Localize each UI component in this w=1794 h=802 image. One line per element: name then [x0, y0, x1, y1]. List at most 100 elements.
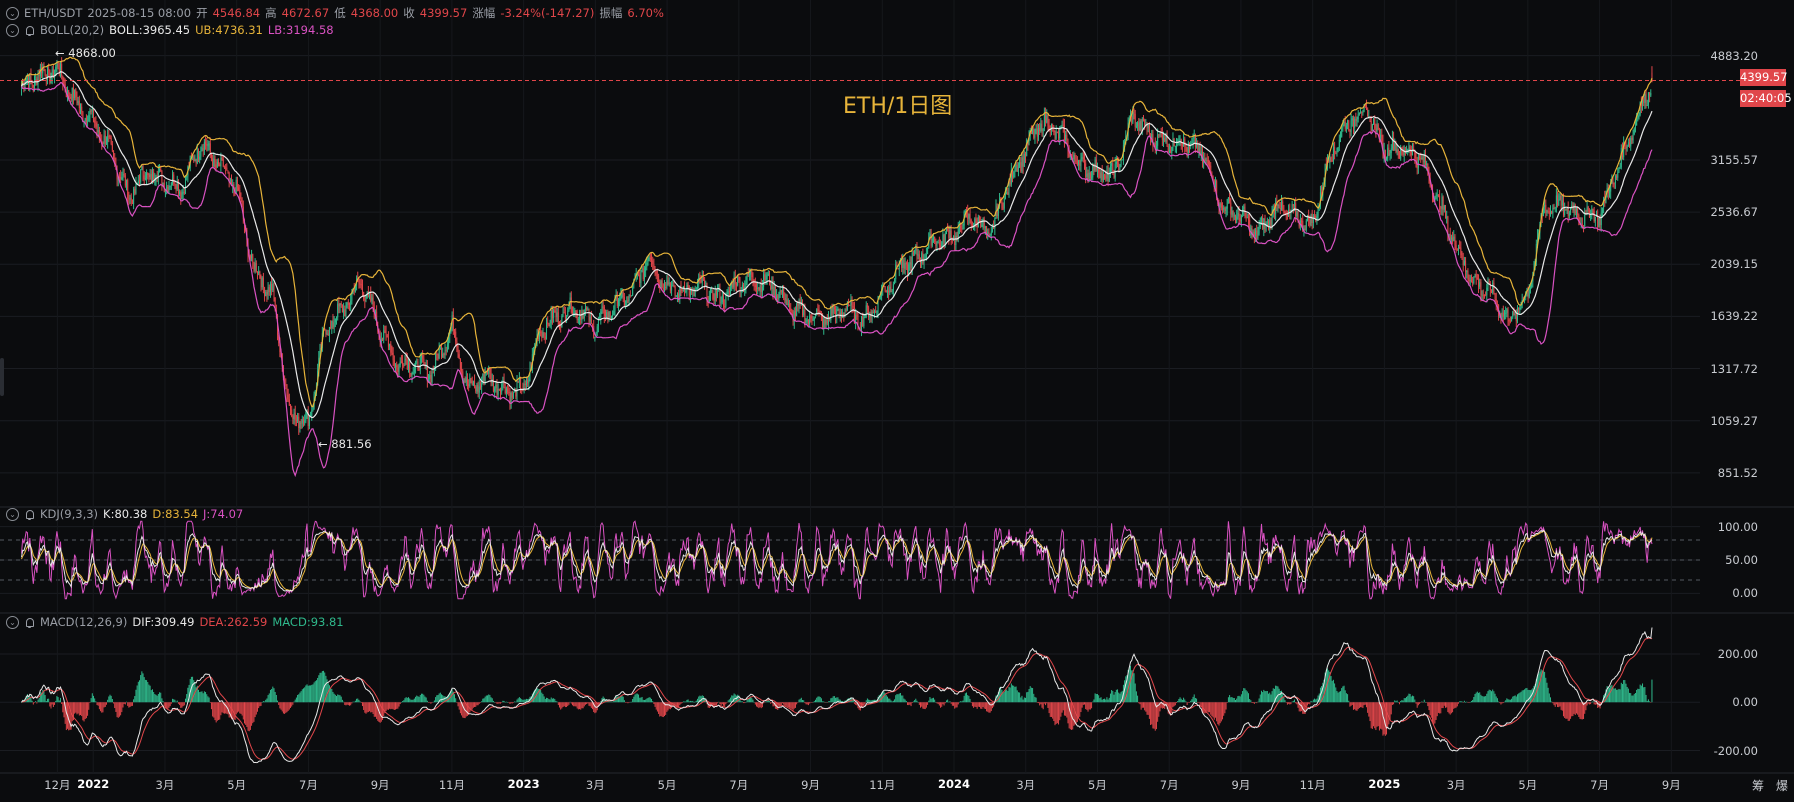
macd-hist-bar [785, 702, 787, 706]
candle-body [1068, 151, 1070, 157]
candle-body [1035, 128, 1037, 134]
macd-hist-bar [1037, 702, 1039, 704]
macd-hist-bar [1593, 702, 1595, 705]
candle-body [772, 280, 774, 296]
macd-hist-bar [314, 681, 316, 703]
macd-hist-bar [759, 702, 761, 708]
macd-hist-bar [36, 702, 38, 704]
macd-hist-bar [1006, 689, 1008, 703]
macd-hist-bar [1273, 688, 1275, 703]
macd-hist-bar [653, 702, 655, 704]
candle-body [989, 234, 991, 236]
candle-body [872, 311, 874, 313]
y-tick-label: 1317.72 [1710, 361, 1758, 376]
macd-hist-bar [1455, 702, 1457, 708]
macd-hist-bar [389, 702, 391, 709]
candle-body [1078, 160, 1080, 166]
candle-body [1066, 134, 1068, 140]
candle-body [1040, 123, 1042, 131]
candle-body [370, 292, 372, 301]
candle-body [457, 347, 459, 355]
macd-hist-bar [1079, 702, 1081, 717]
candle-body [1003, 198, 1005, 209]
candle-body [949, 230, 951, 238]
macd-hist-bar [903, 698, 905, 703]
chevron-down-icon[interactable]: ⌄ [6, 23, 19, 37]
macd-hist-bar [1574, 702, 1576, 715]
candle-body [186, 176, 188, 178]
macd-hist-bar [588, 702, 590, 706]
macd-hist-bar [1396, 700, 1398, 703]
candle-body [912, 252, 914, 254]
macd-hist-bar [259, 702, 261, 707]
macd-hist-bar [482, 698, 484, 703]
chips-button[interactable]: 筹 [1751, 779, 1764, 793]
macd-hist-bar [502, 700, 504, 703]
side-drawer-handle[interactable] [0, 358, 4, 396]
chevron-down-icon[interactable]: ⌄ [6, 615, 19, 629]
macd-hist-bar [471, 702, 473, 710]
macd-hist-bar [827, 701, 829, 703]
macd-hist-bar [235, 702, 237, 715]
macd-hist-bar [642, 699, 644, 703]
candle-body [910, 262, 912, 268]
chevron-down-icon[interactable]: ⌄ [6, 507, 19, 521]
macd-hist-bar [583, 702, 585, 707]
macd-hist-bar [1023, 697, 1025, 703]
candle-body [166, 186, 168, 190]
macd-hist-bar [580, 702, 582, 710]
macd-hist-bar [616, 696, 618, 703]
liquidation-button[interactable]: 爆 [1775, 779, 1788, 793]
candle-body [969, 214, 971, 220]
chevron-down-icon[interactable]: ⌄ [6, 6, 19, 20]
candle-body [525, 380, 527, 386]
bell-icon[interactable] [24, 617, 35, 628]
candle-body [339, 303, 341, 307]
candle-body [253, 261, 255, 271]
candle-body [31, 81, 33, 86]
macd-hist-bar [1132, 670, 1134, 703]
macd-hist-bar [148, 684, 150, 703]
candle-body [1088, 172, 1090, 180]
macd-hist-bar [852, 699, 854, 703]
macd-hist-bar [1249, 699, 1251, 703]
candle-body [730, 287, 732, 293]
candle-body [592, 323, 594, 327]
macd-hist-bar [652, 701, 654, 703]
macd-hist-bar [1448, 702, 1450, 714]
macd-hist-bar [562, 702, 564, 707]
candle-body [1505, 312, 1507, 314]
macd-hist-bar [1435, 702, 1437, 720]
candle-body [889, 286, 891, 293]
macd-hist-bar [1344, 690, 1346, 703]
candle-body [757, 287, 759, 289]
candle-body [1369, 116, 1371, 122]
macd-hist-bar [287, 702, 289, 711]
candle-body [89, 110, 91, 116]
macd-hist-bar [1564, 702, 1566, 718]
candle-body [1513, 311, 1515, 316]
candle-body [1573, 205, 1575, 211]
candle-body [1354, 118, 1356, 128]
candle-body [875, 311, 877, 313]
candle-body [1347, 120, 1349, 126]
bell-icon[interactable] [24, 509, 35, 520]
x-tick-label: 2022 [77, 777, 110, 791]
candle-body [1304, 228, 1306, 231]
macd-hist-bar [479, 702, 481, 703]
candle-body [606, 312, 608, 319]
macd-hist-bar [983, 702, 985, 709]
macd-hist-bar [853, 702, 855, 704]
candle-body [557, 312, 559, 325]
candle-body [1205, 159, 1207, 161]
bell-icon[interactable] [24, 25, 35, 36]
candle-body [430, 374, 432, 383]
candle-body [739, 280, 741, 293]
candle-body [1644, 94, 1646, 103]
macd-hist-bar [1194, 697, 1196, 703]
macd-hist-bar [412, 699, 414, 703]
macd-hist-bar [390, 702, 392, 710]
candle-body [681, 288, 683, 291]
macd-hist-bar [1298, 702, 1300, 712]
